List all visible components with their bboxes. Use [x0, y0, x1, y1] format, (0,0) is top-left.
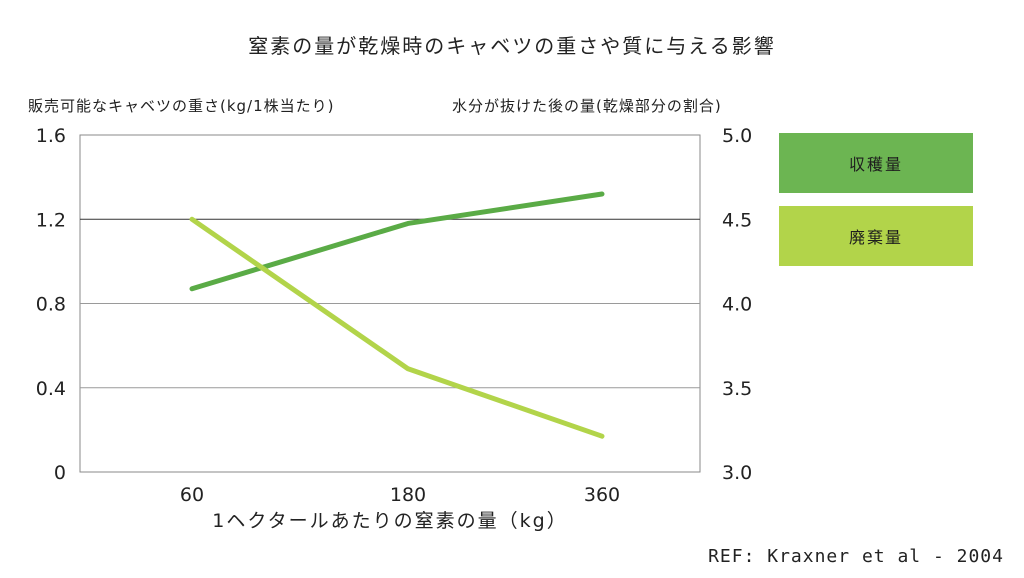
chart-title: 窒素の量が乾燥時のキャベツの重さや質に与える影響 — [248, 34, 776, 58]
series-line-0 — [189, 191, 605, 292]
y-right-tick-label: 3.5 — [722, 378, 752, 400]
x-tick-label: 180 — [390, 484, 426, 506]
y-right-tick-label: 5.0 — [722, 125, 752, 147]
y-left-tick-label: 1.2 — [36, 209, 66, 231]
y-left-tick-label: 0.8 — [36, 294, 66, 316]
y-left-tick-label: 0.4 — [36, 378, 66, 400]
y-right-tick-label: 4.5 — [722, 209, 752, 231]
y-right-tick-label: 3.0 — [722, 462, 752, 484]
reference-note: REF: Kraxner et al - 2004 — [708, 546, 1004, 567]
y-right-tick-label: 4.0 — [722, 294, 752, 316]
left-axis-label: 販売可能なキャベツの重さ(kg/1株当たり) — [28, 97, 335, 115]
x-tick-label: 60 — [180, 484, 204, 506]
x-tick-label: 360 — [584, 484, 620, 506]
right-axis-label: 水分が抜けた後の量(乾燥部分の割合) — [452, 97, 722, 115]
y-left-tick-label: 1.6 — [36, 125, 66, 147]
legend-harvest-label: 収穫量 — [848, 155, 903, 174]
legend-harvest: 収穫量 — [779, 133, 973, 193]
y-left-tick-label: 0 — [54, 462, 66, 484]
series-line-1 — [189, 216, 605, 439]
x-axis-label: 1ヘクタールあたりの窒素の量（kg） — [212, 510, 568, 532]
legend-waste: 廃棄量 — [779, 206, 973, 266]
legend-waste-label: 廃棄量 — [848, 228, 903, 247]
